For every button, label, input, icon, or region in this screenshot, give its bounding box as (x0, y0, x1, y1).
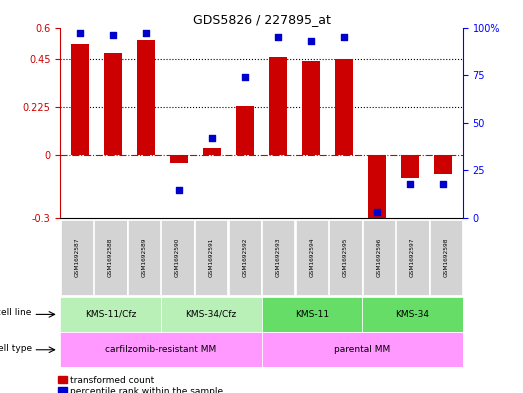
Text: KMS-11/Cfz: KMS-11/Cfz (85, 310, 136, 319)
Bar (71, 44, 89, 154)
Text: GSM1692592: GSM1692592 (242, 238, 247, 277)
Bar (203, 148, 221, 154)
Text: GSM1692598: GSM1692598 (444, 238, 449, 277)
Text: cell type: cell type (0, 343, 32, 353)
Title: GDS5826 / 227895_at: GDS5826 / 227895_at (192, 13, 331, 26)
Text: KMS-34: KMS-34 (395, 310, 429, 319)
Bar (269, 57, 287, 154)
Text: GSM1692597: GSM1692597 (410, 238, 415, 277)
Text: KMS-34/Cfz: KMS-34/Cfz (186, 310, 237, 319)
Text: carfilzomib-resistant MM: carfilzomib-resistant MM (105, 345, 217, 354)
Text: GSM1692589: GSM1692589 (142, 238, 146, 277)
Text: GSM1692595: GSM1692595 (343, 238, 348, 277)
Point (373, 209, 381, 215)
Point (439, 181, 447, 187)
Text: GSM1692587: GSM1692587 (74, 238, 79, 277)
Bar (302, 61, 320, 154)
Point (175, 186, 183, 193)
Bar (137, 40, 155, 154)
Point (241, 74, 249, 80)
Point (142, 30, 150, 37)
Bar (368, 154, 386, 222)
Point (76, 30, 84, 37)
Text: GSM1692590: GSM1692590 (175, 238, 180, 277)
Bar (434, 154, 452, 174)
Point (109, 32, 117, 38)
Bar (170, 154, 188, 163)
Legend: transformed count, percentile rank within the sample: transformed count, percentile rank withi… (54, 372, 227, 393)
Text: GSM1692594: GSM1692594 (309, 238, 314, 277)
Bar (104, 53, 122, 154)
Point (340, 34, 348, 40)
Bar (335, 59, 353, 154)
Text: GSM1692593: GSM1692593 (276, 238, 281, 277)
Text: GSM1692591: GSM1692591 (209, 238, 214, 277)
Text: GSM1692596: GSM1692596 (377, 238, 381, 277)
Point (208, 135, 216, 141)
Point (274, 34, 282, 40)
Text: parental MM: parental MM (334, 345, 390, 354)
Bar (401, 154, 419, 178)
Text: KMS-11: KMS-11 (295, 310, 329, 319)
Point (406, 181, 414, 187)
Text: GSM1692588: GSM1692588 (108, 238, 113, 277)
Point (307, 38, 315, 44)
Text: cell line: cell line (0, 308, 32, 317)
Bar (236, 106, 254, 154)
